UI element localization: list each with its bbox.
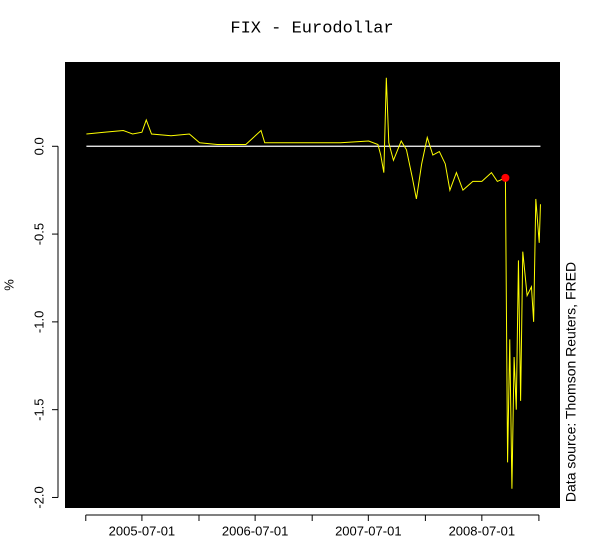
y-tick-label: 0.0 — [31, 137, 46, 155]
source-note: Data source: Thomson Reuters, FRED — [563, 262, 579, 502]
plot-area — [65, 62, 560, 508]
x-tick-label: 2006-07-01 — [222, 523, 289, 538]
y-axis-label: % — [1, 279, 16, 291]
x-tick-label: 2007-07-01 — [335, 523, 402, 538]
y-tick-label: -0.5 — [31, 223, 46, 245]
x-tick-label: 2005-07-01 — [109, 523, 176, 538]
data-line — [86, 77, 541, 489]
chart-title: FIX - Eurodollar — [230, 19, 393, 38]
y-tick-label: -1.5 — [31, 398, 46, 420]
x-tick-label: 2008-07-01 — [449, 523, 516, 538]
highlight-point — [501, 173, 510, 182]
y-tick-label: -2.0 — [31, 486, 46, 508]
y-tick-label: -1.0 — [31, 311, 46, 333]
